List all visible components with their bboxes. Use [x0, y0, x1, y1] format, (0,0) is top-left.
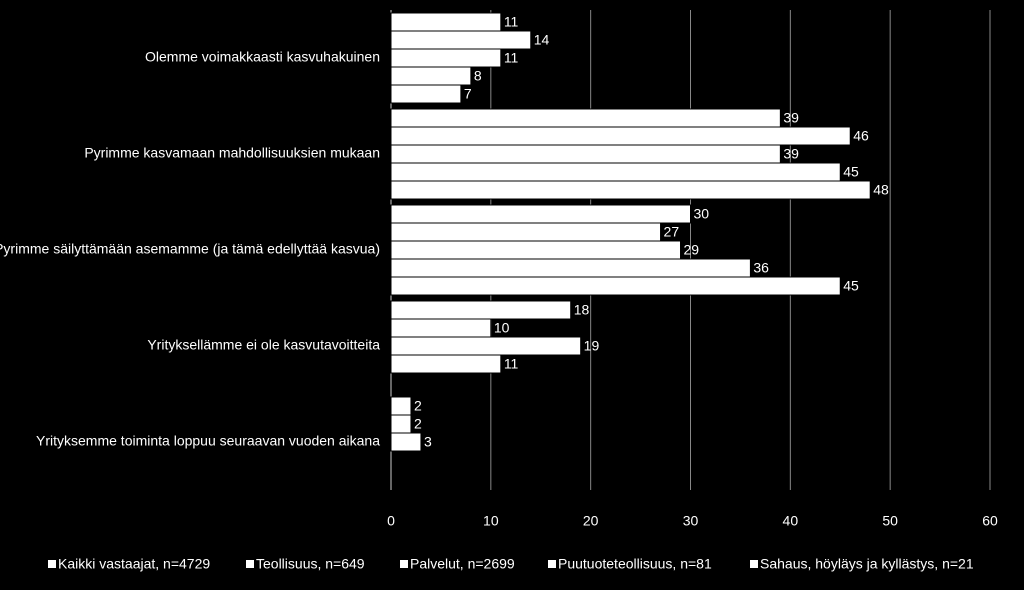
value-label: 11: [504, 356, 519, 372]
bar: [390, 30, 532, 50]
value-label: 11: [504, 50, 519, 66]
bar: [390, 432, 422, 452]
value-label: 29: [684, 242, 700, 258]
value-label: 2: [414, 398, 422, 414]
legend-marker: [48, 560, 56, 568]
value-label: 19: [584, 338, 600, 354]
bar: [390, 48, 502, 68]
value-label: 36: [753, 260, 769, 276]
bar: [390, 84, 462, 104]
value-label: 7: [464, 86, 472, 102]
bar: [390, 240, 682, 260]
bar: [390, 354, 502, 374]
value-label: 10: [494, 320, 510, 336]
x-tick-label: 40: [783, 513, 799, 529]
value-label: 30: [694, 206, 710, 222]
value-label: 2: [414, 416, 422, 432]
bar: [390, 108, 781, 128]
bar: [390, 318, 492, 338]
x-tick-label: 10: [483, 513, 499, 529]
legend-marker: [750, 560, 758, 568]
value-label: 18: [574, 302, 590, 318]
category-label: Yrityksellämme ei ole kasvutavoitteita: [147, 337, 380, 353]
x-tick-label: 0: [387, 513, 395, 529]
bar: [390, 222, 662, 242]
legend-marker: [548, 560, 556, 568]
value-label: 11: [504, 14, 519, 30]
bar: [390, 276, 841, 296]
legend-label: Kaikki vastaajat, n=4729: [58, 556, 210, 572]
bar: [390, 126, 851, 146]
bar: [390, 258, 751, 278]
x-tick-label: 20: [583, 513, 599, 529]
legend-label: Sahaus, höyläys ja kyllästys, n=21: [760, 556, 974, 572]
value-label: 3: [424, 434, 432, 450]
legend-marker: [400, 560, 408, 568]
value-label: 48: [873, 182, 889, 198]
category-label: Pyrimme kasvamaan mahdollisuuksien mukaa…: [84, 145, 380, 161]
bar: [390, 396, 412, 416]
legend-label: Palvelut, n=2699: [410, 556, 515, 572]
bar: [390, 204, 691, 224]
bar: [390, 180, 871, 200]
bar: [390, 300, 572, 320]
x-tick-label: 60: [982, 513, 998, 529]
value-label: 39: [783, 146, 799, 162]
legend-label: Teollisuus, n=649: [256, 556, 365, 572]
bar: [390, 414, 412, 434]
x-tick-label: 50: [882, 513, 898, 529]
x-tick-label: 30: [683, 513, 699, 529]
value-label: 46: [853, 128, 869, 144]
category-label: Pyrimme säilyttämään asemamme (ja tämä e…: [0, 241, 380, 257]
value-label: 27: [664, 224, 680, 240]
bar: [390, 66, 472, 86]
bar: [390, 144, 781, 164]
bar: [390, 12, 502, 32]
category-label: Olemme voimakkaasti kasvuhakuinen: [145, 49, 380, 65]
value-label: 39: [783, 110, 799, 126]
value-label: 8: [474, 68, 482, 84]
category-label: Yrityksemme toiminta loppuu seuraavan vu…: [36, 433, 380, 449]
legend-label: Puutuoteteollisuus, n=81: [558, 556, 712, 572]
value-label: 14: [534, 32, 550, 48]
value-label: 45: [843, 278, 859, 294]
value-label: 45: [843, 164, 859, 180]
bar: [390, 162, 841, 182]
legend-marker: [246, 560, 254, 568]
bar: [390, 336, 582, 356]
